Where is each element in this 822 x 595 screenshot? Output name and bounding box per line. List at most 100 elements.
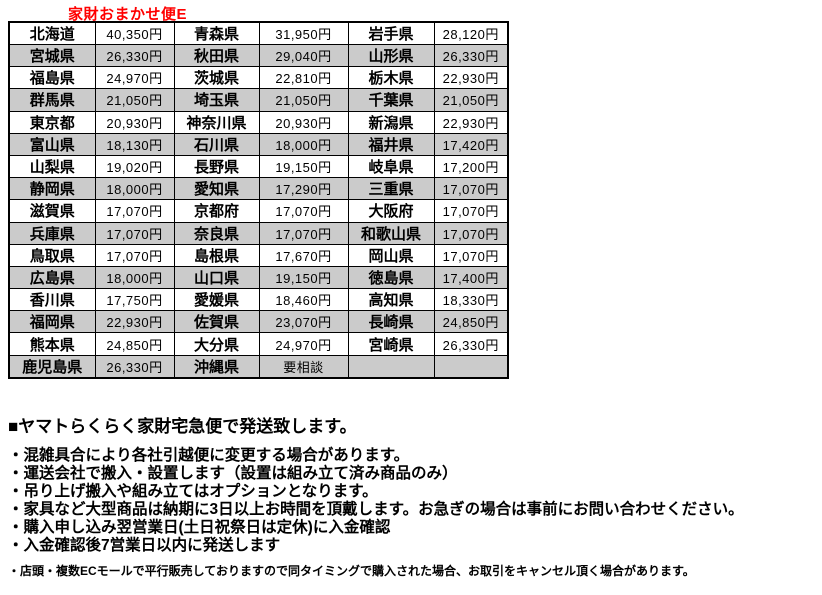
price-cell: 26,330円 bbox=[433, 332, 509, 356]
prefecture-cell: 山梨県 bbox=[8, 154, 96, 179]
table-row: 香川県 17,750円 愛媛県 18,460円 高知県 18,330円 bbox=[8, 288, 509, 312]
price-cell: 17,070円 bbox=[94, 221, 175, 245]
table-row: 北海道 40,350円 青森県 31,950円 岩手県 28,120円 bbox=[8, 21, 509, 45]
price-cell: 26,330円 bbox=[94, 43, 175, 68]
prefecture-cell: 沖縄県 bbox=[173, 354, 260, 379]
price-cell: 31,950円 bbox=[258, 21, 349, 45]
prefecture-cell: 岩手県 bbox=[347, 21, 435, 45]
price-cell: 18,000円 bbox=[94, 265, 175, 290]
prefecture-cell: 宮城県 bbox=[8, 43, 96, 68]
notes-section: ■ヤマトらくらく家財宅急便で発送致します。 ・混雑具合により各社引越便に変更する… bbox=[8, 412, 818, 579]
prefecture-cell: 新潟県 bbox=[347, 110, 435, 134]
prefecture-cell: 北海道 bbox=[8, 21, 96, 45]
notes-footnote: ・店頭・複数ECモールで平行販売しておりますので同タイミングで購入された場合、お… bbox=[8, 564, 695, 578]
price-cell: 17,070円 bbox=[94, 243, 175, 267]
prefecture-cell: 福岡県 bbox=[8, 310, 96, 334]
prefecture-cell: 三重県 bbox=[347, 177, 435, 201]
table-row: 鹿児島県 26,330円 沖縄県 要相談 bbox=[8, 354, 509, 379]
prefecture-cell: 大分県 bbox=[173, 332, 260, 356]
prefecture-cell: 山口県 bbox=[173, 265, 260, 290]
prefecture-cell: 長野県 bbox=[173, 154, 260, 179]
price-cell: 23,070円 bbox=[258, 310, 349, 334]
prefecture-cell: 熊本県 bbox=[8, 332, 96, 356]
price-cell: 17,750円 bbox=[94, 288, 175, 312]
prefecture-cell: 富山県 bbox=[8, 132, 96, 156]
prefecture-cell: 東京都 bbox=[8, 110, 96, 134]
prefecture-cell: 奈良県 bbox=[173, 221, 260, 245]
price-cell: 17,290円 bbox=[258, 177, 349, 201]
price-cell: 18,330円 bbox=[433, 288, 509, 312]
price-cell: 29,040円 bbox=[258, 43, 349, 68]
prefecture-cell: 秋田県 bbox=[173, 43, 260, 68]
prefecture-cell: 群馬県 bbox=[8, 88, 96, 112]
table-title: 家財おまかせ便E bbox=[68, 6, 188, 23]
price-cell: 26,330円 bbox=[433, 43, 509, 68]
prefecture-cell: 高知県 bbox=[347, 288, 435, 312]
note-bullet: ・運送会社で搬入・設置します（設置は組み立て済み商品のみ） bbox=[8, 465, 458, 482]
price-cell: 26,330円 bbox=[94, 354, 175, 379]
table-row: 山梨県 19,020円 長野県 19,150円 岐阜県 17,200円 bbox=[8, 154, 509, 179]
price-cell: 17,420円 bbox=[433, 132, 509, 156]
price-cell: 24,970円 bbox=[258, 332, 349, 356]
table-row: 静岡県 18,000円 愛知県 17,290円 三重県 17,070円 bbox=[8, 177, 509, 201]
price-cell: 18,000円 bbox=[258, 132, 349, 156]
prefecture-cell: 岐阜県 bbox=[347, 154, 435, 179]
note-bullet: ・購入申し込み翌営業日(土日祝祭日は定休)に入金確認 bbox=[8, 519, 391, 536]
prefecture-cell: 福島県 bbox=[8, 66, 96, 90]
prefecture-cell: 千葉県 bbox=[347, 88, 435, 112]
price-cell: 18,000円 bbox=[94, 177, 175, 201]
price-cell: 17,070円 bbox=[433, 177, 509, 201]
table-row: 鳥取県 17,070円 島根県 17,670円 岡山県 17,070円 bbox=[8, 243, 509, 267]
price-cell: 17,070円 bbox=[258, 199, 349, 223]
price-cell: 22,930円 bbox=[94, 310, 175, 334]
price-cell: 18,130円 bbox=[94, 132, 175, 156]
prefecture-cell: 香川県 bbox=[8, 288, 96, 312]
price-cell: 19,020円 bbox=[94, 154, 175, 179]
price-cell: 24,850円 bbox=[94, 332, 175, 356]
prefecture-cell: 佐賀県 bbox=[173, 310, 260, 334]
prefecture-cell: 徳島県 bbox=[347, 265, 435, 290]
prefecture-cell: 鹿児島県 bbox=[8, 354, 96, 379]
prefecture-cell: 埼玉県 bbox=[173, 88, 260, 112]
prefecture-cell: 愛知県 bbox=[173, 177, 260, 201]
prefecture-cell: 兵庫県 bbox=[8, 221, 96, 245]
price-cell: 28,120円 bbox=[433, 21, 509, 45]
notes-heading: ■ヤマトらくらく家財宅急便で発送致します。 bbox=[8, 417, 357, 436]
price-cell: 21,050円 bbox=[433, 88, 509, 112]
price-cell: 19,150円 bbox=[258, 154, 349, 179]
prefecture-cell: 石川県 bbox=[173, 132, 260, 156]
table-row: 兵庫県 17,070円 奈良県 17,070円 和歌山県 17,070円 bbox=[8, 221, 509, 245]
price-cell: 17,070円 bbox=[433, 243, 509, 267]
table-row: 福岡県 22,930円 佐賀県 23,070円 長崎県 24,850円 bbox=[8, 310, 509, 334]
table-row: 福島県 24,970円 茨城県 22,810円 栃木県 22,930円 bbox=[8, 66, 509, 90]
prefecture-cell: 長崎県 bbox=[347, 310, 435, 334]
prefecture-cell: 島根県 bbox=[173, 243, 260, 267]
notes-bullet-list: ・混雑具合により各社引越便に変更する場合があります。 ・運送会社で搬入・設置します… bbox=[8, 447, 818, 555]
note-bullet: ・家具など大型商品は納期に3日以上お時間を頂戴します。お急ぎの場合は事前にお問い… bbox=[8, 501, 744, 518]
price-cell: 17,070円 bbox=[433, 199, 509, 223]
prefecture-cell: 京都府 bbox=[173, 199, 260, 223]
price-cell: 17,070円 bbox=[94, 199, 175, 223]
table-row: 宮城県 26,330円 秋田県 29,040円 山形県 26,330円 bbox=[8, 43, 509, 68]
price-cell: 22,930円 bbox=[433, 66, 509, 90]
table-row: 広島県 18,000円 山口県 19,150円 徳島県 17,400円 bbox=[8, 265, 509, 290]
prefecture-cell: 宮崎県 bbox=[347, 332, 435, 356]
prefecture-cell: 滋賀県 bbox=[8, 199, 96, 223]
shipping-price-table-body: 北海道 40,350円 青森県 31,950円 岩手県 28,120円 宮城県 26,330円… bbox=[8, 21, 509, 379]
prefecture-cell: 岡山県 bbox=[347, 243, 435, 267]
price-cell: 要相談 bbox=[258, 354, 349, 379]
prefecture-cell: 広島県 bbox=[8, 265, 96, 290]
note-bullet: ・吊り上げ搬入や組み立てはオプションとなります。 bbox=[8, 483, 378, 500]
note-bullet: ・入金確認後7営業日以内に発送します bbox=[8, 537, 281, 554]
prefecture-cell: 福井県 bbox=[347, 132, 435, 156]
prefecture-cell: 神奈川県 bbox=[173, 110, 260, 134]
table-row: 富山県 18,130円 石川県 18,000円 福井県 17,420円 bbox=[8, 132, 509, 156]
price-cell: 18,460円 bbox=[258, 288, 349, 312]
prefecture-cell bbox=[347, 354, 435, 379]
price-cell: 21,050円 bbox=[258, 88, 349, 112]
price-cell: 22,930円 bbox=[433, 110, 509, 134]
table-row: 東京都 20,930円 神奈川県 20,930円 新潟県 22,930円 bbox=[8, 110, 509, 134]
price-cell: 17,070円 bbox=[258, 221, 349, 245]
price-cell: 21,050円 bbox=[94, 88, 175, 112]
price-cell bbox=[433, 354, 509, 379]
